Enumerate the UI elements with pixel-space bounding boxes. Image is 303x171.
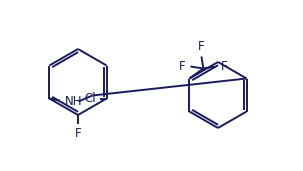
Text: F: F [198,40,205,52]
Text: F: F [179,60,185,73]
Text: NH: NH [65,95,82,108]
Text: F: F [220,60,227,73]
Text: F: F [75,127,81,140]
Text: Cl: Cl [84,92,95,105]
